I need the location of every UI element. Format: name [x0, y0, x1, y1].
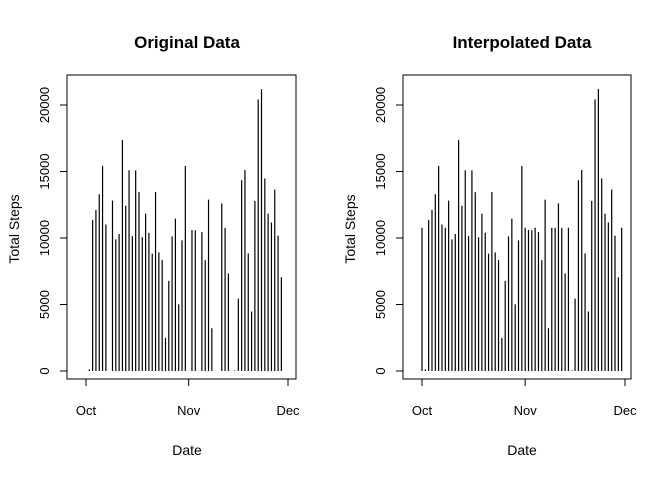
- y-tick-label: 0: [37, 367, 52, 374]
- x-tick-label: Nov: [177, 403, 201, 418]
- left-x-axis: Oct Nov Dec: [76, 378, 300, 418]
- x-tick-label: Oct: [412, 403, 433, 418]
- right-x-axis-label: Date: [507, 442, 537, 458]
- y-tick-label: 0: [373, 367, 388, 374]
- y-tick-label: 10000: [37, 220, 52, 256]
- right-plot-frame: [402, 74, 632, 380]
- y-tick-label: 15000: [373, 153, 388, 189]
- y-tick-label: 5000: [37, 290, 52, 319]
- x-tick-label: Oct: [76, 403, 97, 418]
- right-y-axis: 0 5000 10000 15000 20000: [373, 87, 404, 375]
- y-tick-label: 20000: [373, 87, 388, 123]
- y-tick-label: 15000: [37, 153, 52, 189]
- right-chart-title: Interpolated Data: [453, 33, 592, 52]
- y-tick-label: 20000: [37, 87, 52, 123]
- x-tick-label: Dec: [613, 403, 637, 418]
- left-x-axis-label: Date: [172, 442, 202, 458]
- right-y-axis-label: Total Steps: [342, 194, 358, 263]
- y-tick-label: 10000: [373, 220, 388, 256]
- y-tick-label: 5000: [373, 290, 388, 319]
- left-y-axis-label: Total Steps: [6, 194, 22, 263]
- left-panel: Original Data 0 5000 10000 15000 20000 Oct No…: [6, 33, 300, 458]
- right-panel: Interpolated Data 0 5000 10000 15000 20000 O…: [342, 33, 637, 458]
- right-bars: [421, 89, 623, 371]
- x-tick-label: Nov: [514, 403, 538, 418]
- left-bars: [88, 89, 282, 371]
- right-x-axis: Oct Nov Dec: [412, 378, 637, 418]
- left-y-axis: 0 5000 10000 15000 20000: [37, 87, 68, 375]
- x-tick-label: Dec: [276, 403, 300, 418]
- left-chart-title: Original Data: [134, 33, 240, 52]
